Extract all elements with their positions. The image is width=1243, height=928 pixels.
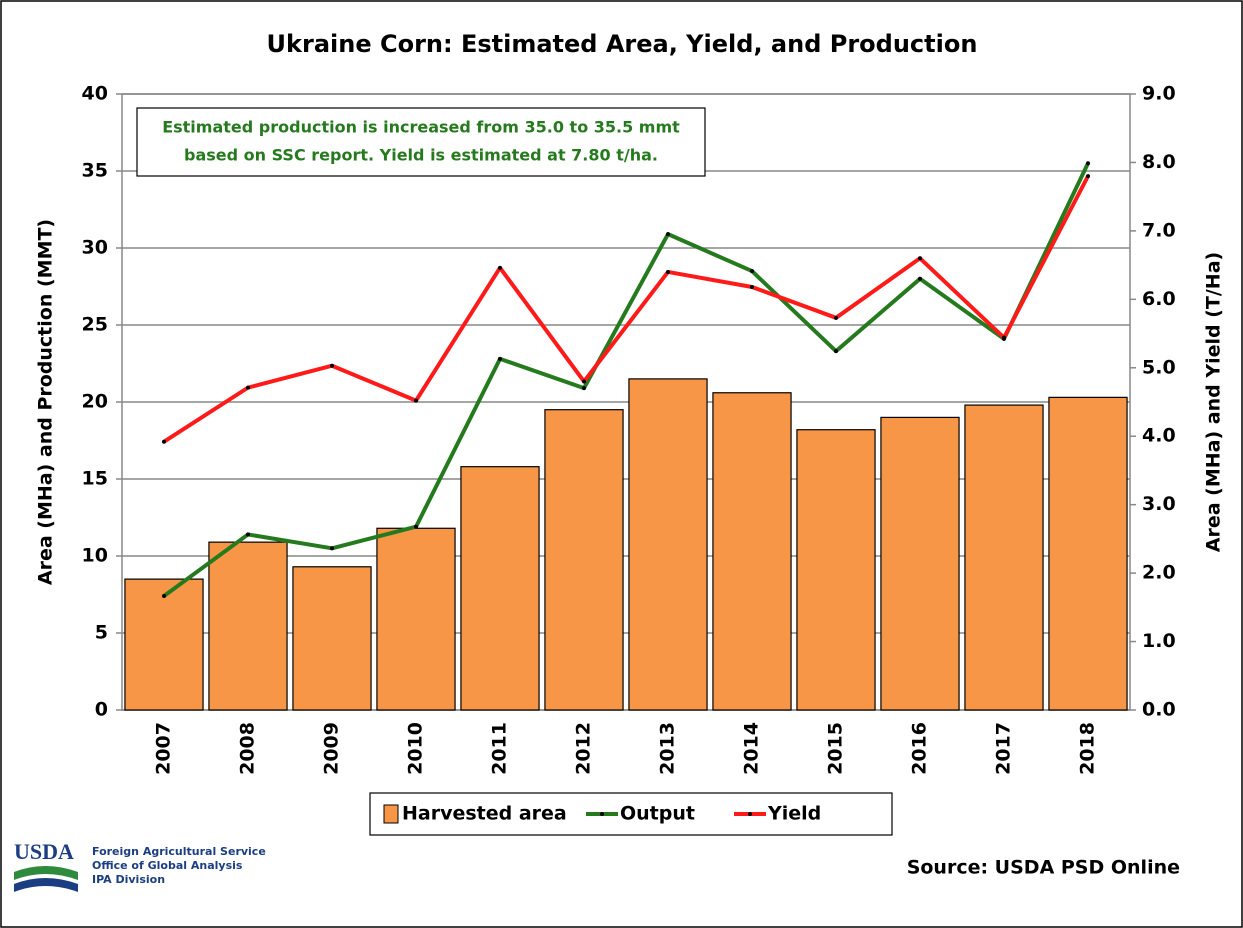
logo-mark: USDA <box>14 839 74 864</box>
line-point <box>330 363 334 368</box>
logo-swoosh <box>14 878 78 892</box>
y2-tick-label: 2.0 <box>1142 562 1176 584</box>
line-point <box>666 232 670 237</box>
y-tick-label: 5 <box>95 622 108 644</box>
y2-tick-label: 8.0 <box>1142 151 1176 173</box>
y2-tick-label: 1.0 <box>1142 630 1176 652</box>
y2-axis-label: Area (MHa) and Yield (T/Ha) <box>1203 252 1225 552</box>
x-tick-label: 2014 <box>741 722 763 775</box>
line-point <box>834 315 838 320</box>
line-point <box>1086 174 1090 179</box>
x-tick-label: 2017 <box>993 722 1015 775</box>
y-tick-label: 35 <box>82 160 108 182</box>
logo-text: Foreign Agricultural Service <box>92 845 266 858</box>
y2-tick-label: 3.0 <box>1142 493 1176 515</box>
x-tick-label: 2016 <box>909 722 931 775</box>
annotation: Estimated production is increased from 3… <box>136 107 706 177</box>
annotation-box <box>136 107 706 177</box>
line-point <box>582 386 586 391</box>
line-point <box>414 398 418 403</box>
bar <box>460 466 540 711</box>
legend-label: Output <box>620 803 695 825</box>
x-tick-label: 2010 <box>405 722 427 775</box>
line-point <box>666 269 670 274</box>
source: Source: USDA PSD Online <box>907 857 1180 879</box>
y-tick-label: 20 <box>82 391 108 413</box>
annotation-text: Estimated production is increased from 3… <box>162 118 680 137</box>
logo-text: Office of Global Analysis <box>92 859 243 872</box>
line-point <box>246 385 250 390</box>
line-point <box>1086 161 1090 166</box>
x-tick-label: 2007 <box>153 722 175 775</box>
logo: USDA Foreign Agricultural Service Office… <box>14 839 266 892</box>
line <box>162 175 1090 444</box>
bar <box>292 566 372 711</box>
legend-label: Harvested area <box>402 803 567 825</box>
line-point <box>414 524 418 529</box>
line-point <box>582 379 586 384</box>
logo-swoosh <box>14 866 78 880</box>
line-point <box>162 439 166 444</box>
y2-tick-label: 4.0 <box>1142 425 1176 447</box>
bar <box>1048 396 1128 711</box>
bar <box>796 429 876 711</box>
line-point <box>750 269 754 274</box>
y-tick-label: 15 <box>82 468 108 490</box>
legend: Harvested area Output Yield <box>369 792 893 836</box>
x-tick-label: 2015 <box>825 722 847 775</box>
line-point <box>498 265 502 270</box>
chart-title: Ukraine Corn: Estimated Area, Yield, and… <box>267 30 978 58</box>
x-tick-label: 2008 <box>237 722 259 775</box>
legend-swatch <box>383 804 399 824</box>
y-tick-label: 40 <box>82 83 108 105</box>
x-tick-label: 2011 <box>489 722 511 775</box>
y-tick-label: 10 <box>82 545 108 567</box>
bar <box>124 578 204 711</box>
annotation-text: based on SSC report. Yield is estimated … <box>184 146 658 165</box>
logo-text: IPA Division <box>92 873 165 886</box>
line-point <box>918 276 922 281</box>
bar <box>544 409 624 711</box>
line-point <box>1002 335 1006 340</box>
y2-tick-label: 7.0 <box>1142 219 1176 241</box>
line-point <box>750 285 754 290</box>
line-point <box>246 532 250 537</box>
y-tick-label: 30 <box>82 237 108 259</box>
y-tick-label: 0 <box>95 699 108 721</box>
x-tick-label: 2009 <box>321 722 343 775</box>
legend-swatch-point <box>600 812 604 816</box>
bar <box>376 527 456 711</box>
line-point <box>918 256 922 261</box>
y2-tick-label: 6.0 <box>1142 288 1176 310</box>
bar <box>208 541 288 711</box>
line-point <box>162 594 166 599</box>
bar <box>712 392 792 711</box>
bar <box>628 378 708 711</box>
bar <box>880 416 960 711</box>
y2-tick-label: 0.0 <box>1142 699 1176 721</box>
y2-tick-label: 9.0 <box>1142 83 1176 105</box>
line-point <box>834 349 838 354</box>
legend-swatch-point <box>748 812 752 816</box>
y-tick-label: 25 <box>82 314 108 336</box>
y-axis-label: Area (MHa) and Production (MMT) <box>35 219 57 585</box>
line-point <box>330 546 334 551</box>
bar <box>964 404 1044 711</box>
line <box>162 162 1090 598</box>
x-tick-label: 2013 <box>657 722 679 775</box>
y2-tick-label: 5.0 <box>1142 356 1176 378</box>
line-point <box>498 356 502 361</box>
x-tick-label: 2012 <box>573 722 595 775</box>
legend-box <box>369 792 893 836</box>
legend-label: Yield <box>767 803 821 825</box>
x-tick-label: 2018 <box>1077 722 1099 775</box>
